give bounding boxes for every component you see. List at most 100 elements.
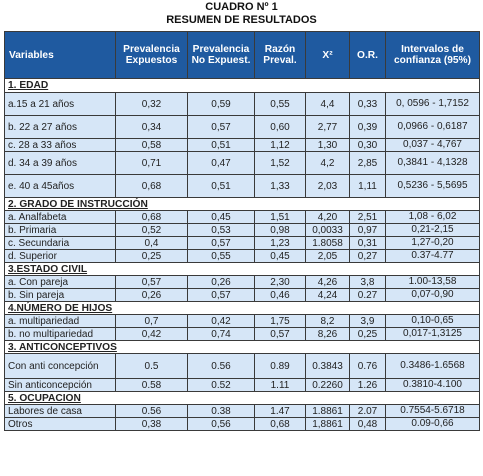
confidence-interval-cell: 1,27-0,20 [385, 236, 480, 250]
header-odds-ratio: O.R. [349, 31, 386, 79]
confidence-interval-cell: 0,07-0,90 [385, 288, 480, 302]
prevalence-ratio-cell: 0,46 [254, 288, 306, 302]
prevalence-ratio-cell: 0,55 [254, 92, 306, 116]
confidence-interval-cell: 1,08 - 6,02 [385, 210, 480, 224]
prevalence-ratio-cell: 1,23 [254, 236, 306, 250]
odds-ratio-cell: 0,30 [349, 138, 386, 152]
prevalence-unexposed-cell: 0.52 [187, 378, 255, 392]
odds-ratio-cell: 0,27 [349, 249, 386, 263]
prevalence-unexposed-cell: 0,74 [187, 327, 255, 341]
chi-square-cell: 4,26 [305, 275, 350, 289]
table-row: Sin anticoncepción 0.58 0.52 1.11 0.2260 1.26… [4, 378, 480, 392]
chi-square-cell: 0,0033 [305, 223, 350, 237]
variable-cell: a. multipariedad [4, 314, 116, 328]
variable-cell: e. 40 a 45años [4, 174, 116, 198]
chi-square-cell: 2,77 [305, 115, 350, 139]
odds-ratio-cell: 2,85 [349, 151, 386, 175]
table-row: b. Sin pareja 0,26 0,57 0,46 4,24 0.27 0,07-0,… [4, 288, 480, 302]
header-prevalence-exposed: Prevalencia Expuestos [115, 31, 188, 79]
prevalence-ratio-cell: 1,52 [254, 151, 306, 175]
variable-cell: Otros [4, 417, 116, 431]
chi-square-cell: 1,8861 [305, 417, 350, 431]
prevalence-unexposed-cell: 0,51 [187, 138, 255, 152]
prevalence-unexposed-cell: 0.56 [187, 353, 255, 379]
chi-square-cell: 4,24 [305, 288, 350, 302]
prevalence-exposed-cell: 0,25 [115, 249, 188, 263]
prevalence-ratio-cell: 2,30 [254, 275, 306, 289]
prevalence-unexposed-cell: 0,45 [187, 210, 255, 224]
variable-cell: Sin anticoncepción [4, 378, 116, 392]
odds-ratio-cell: 3,9 [349, 314, 386, 328]
odds-ratio-cell: 0,25 [349, 327, 386, 341]
prevalence-ratio-cell: 0,98 [254, 223, 306, 237]
confidence-interval-cell: 0, 0596 - 1,7152 [385, 92, 480, 116]
confidence-interval-cell: 0.7554-5.6718 [385, 404, 480, 418]
prevalence-ratio-cell: 0,60 [254, 115, 306, 139]
confidence-interval-cell: 0.3810-4.100 [385, 378, 480, 392]
chi-square-cell: 2,05 [305, 249, 350, 263]
chi-square-cell: 1.8861 [305, 404, 350, 418]
prevalence-exposed-cell: 0,58 [115, 138, 188, 152]
variable-cell: b. no multipariedad [4, 327, 116, 341]
odds-ratio-cell: 2,51 [349, 210, 386, 224]
prevalence-exposed-cell: 0,52 [115, 223, 188, 237]
section-title: 1. EDAD [4, 78, 480, 93]
prevalence-ratio-cell: 1.11 [254, 378, 306, 392]
variable-cell: a. Con pareja [4, 275, 116, 289]
prevalence-exposed-cell: 0,38 [115, 417, 188, 431]
prevalence-ratio-cell: 0,68 [254, 417, 306, 431]
confidence-interval-cell: 0,037 - 4,767 [385, 138, 480, 152]
table-row: a.15 a 21 años 0,32 0,59 0,55 4,4 0,33 0, 0596… [4, 92, 480, 116]
chi-square-cell: 1,30 [305, 138, 350, 152]
odds-ratio-cell: 1.26 [349, 378, 386, 392]
section-title: 5. OCUPACION [4, 391, 480, 405]
confidence-interval-cell: 0.3486-1.6568 [385, 353, 480, 379]
prevalence-ratio-cell: 0,57 [254, 327, 306, 341]
table-row: d. Superior 0,25 0,55 0,45 2,05 0,27 0.37-4.77 [4, 249, 480, 263]
variable-cell: b. Primaria [4, 223, 116, 237]
prevalence-unexposed-cell: 0,26 [187, 275, 255, 289]
section-title: 2. GRADO DE INSTRUCCIÓN [4, 197, 480, 211]
prevalence-unexposed-cell: 0,42 [187, 314, 255, 328]
prevalence-exposed-cell: 0,26 [115, 288, 188, 302]
table-row: Labores de casa 0.56 0.38 1.47 1.8861 2.07 0.7… [4, 404, 480, 418]
odds-ratio-cell: 0.27 [349, 288, 386, 302]
prevalence-ratio-cell: 1,33 [254, 174, 306, 198]
chi-square-cell: 4,4 [305, 92, 350, 116]
header-variables: Variables [4, 31, 116, 79]
section-title: 4.NÚMERO DE HIJOS [4, 301, 480, 315]
confidence-interval-cell: 0,0966 - 0,6187 [385, 115, 480, 139]
variable-cell: d. Superior [4, 249, 116, 263]
table-caption-number: CUADRO Nº 1 [205, 1, 278, 13]
prevalence-unexposed-cell: 0,57 [187, 288, 255, 302]
prevalence-ratio-cell: 0,45 [254, 249, 306, 263]
confidence-interval-cell: 1.00-13,58 [385, 275, 480, 289]
table-caption-title: RESUMEN DE RESULTADOS [166, 14, 317, 26]
odds-ratio-cell: 0.76 [349, 353, 386, 379]
section-row: 5. OCUPACION [4, 391, 480, 405]
prevalence-unexposed-cell: 0,56 [187, 417, 255, 431]
prevalence-ratio-cell: 1.47 [254, 404, 306, 418]
prevalence-exposed-cell: 0,32 [115, 92, 188, 116]
section-title: 3.ESTADO CIVIL [4, 262, 480, 276]
table-row: a. Analfabeta 0,68 0,45 1,51 4,20 2,51 1,08 - … [4, 210, 480, 224]
prevalence-ratio-cell: 0.89 [254, 353, 306, 379]
variable-cell: d. 34 a 39 años [4, 151, 116, 175]
odds-ratio-cell: 0,97 [349, 223, 386, 237]
prevalence-exposed-cell: 0,4 [115, 236, 188, 250]
chi-square-cell: 4,20 [305, 210, 350, 224]
table-row: a. Con pareja 0,57 0,26 2,30 4,26 3,8 1.00-13,… [4, 275, 480, 289]
header-prevalence-ratio: Razón Preval. [254, 31, 306, 79]
prevalence-exposed-cell: 0.56 [115, 404, 188, 418]
section-row: 4.NÚMERO DE HIJOS [4, 301, 480, 315]
odds-ratio-cell: 0,33 [349, 92, 386, 116]
confidence-interval-cell: 0,10-0,65 [385, 314, 480, 328]
odds-ratio-cell: 0,48 [349, 417, 386, 431]
section-title: 3. ANTICONCEPTIVOS [4, 340, 480, 354]
variable-cell: a. Analfabeta [4, 210, 116, 224]
odds-ratio-cell: 3,8 [349, 275, 386, 289]
header-prevalence-unexposed: Prevalencia No Expuest. [187, 31, 255, 79]
chi-square-cell: 2,03 [305, 174, 350, 198]
variable-cell: Con anti concepción [4, 353, 116, 379]
prevalence-exposed-cell: 0,7 [115, 314, 188, 328]
